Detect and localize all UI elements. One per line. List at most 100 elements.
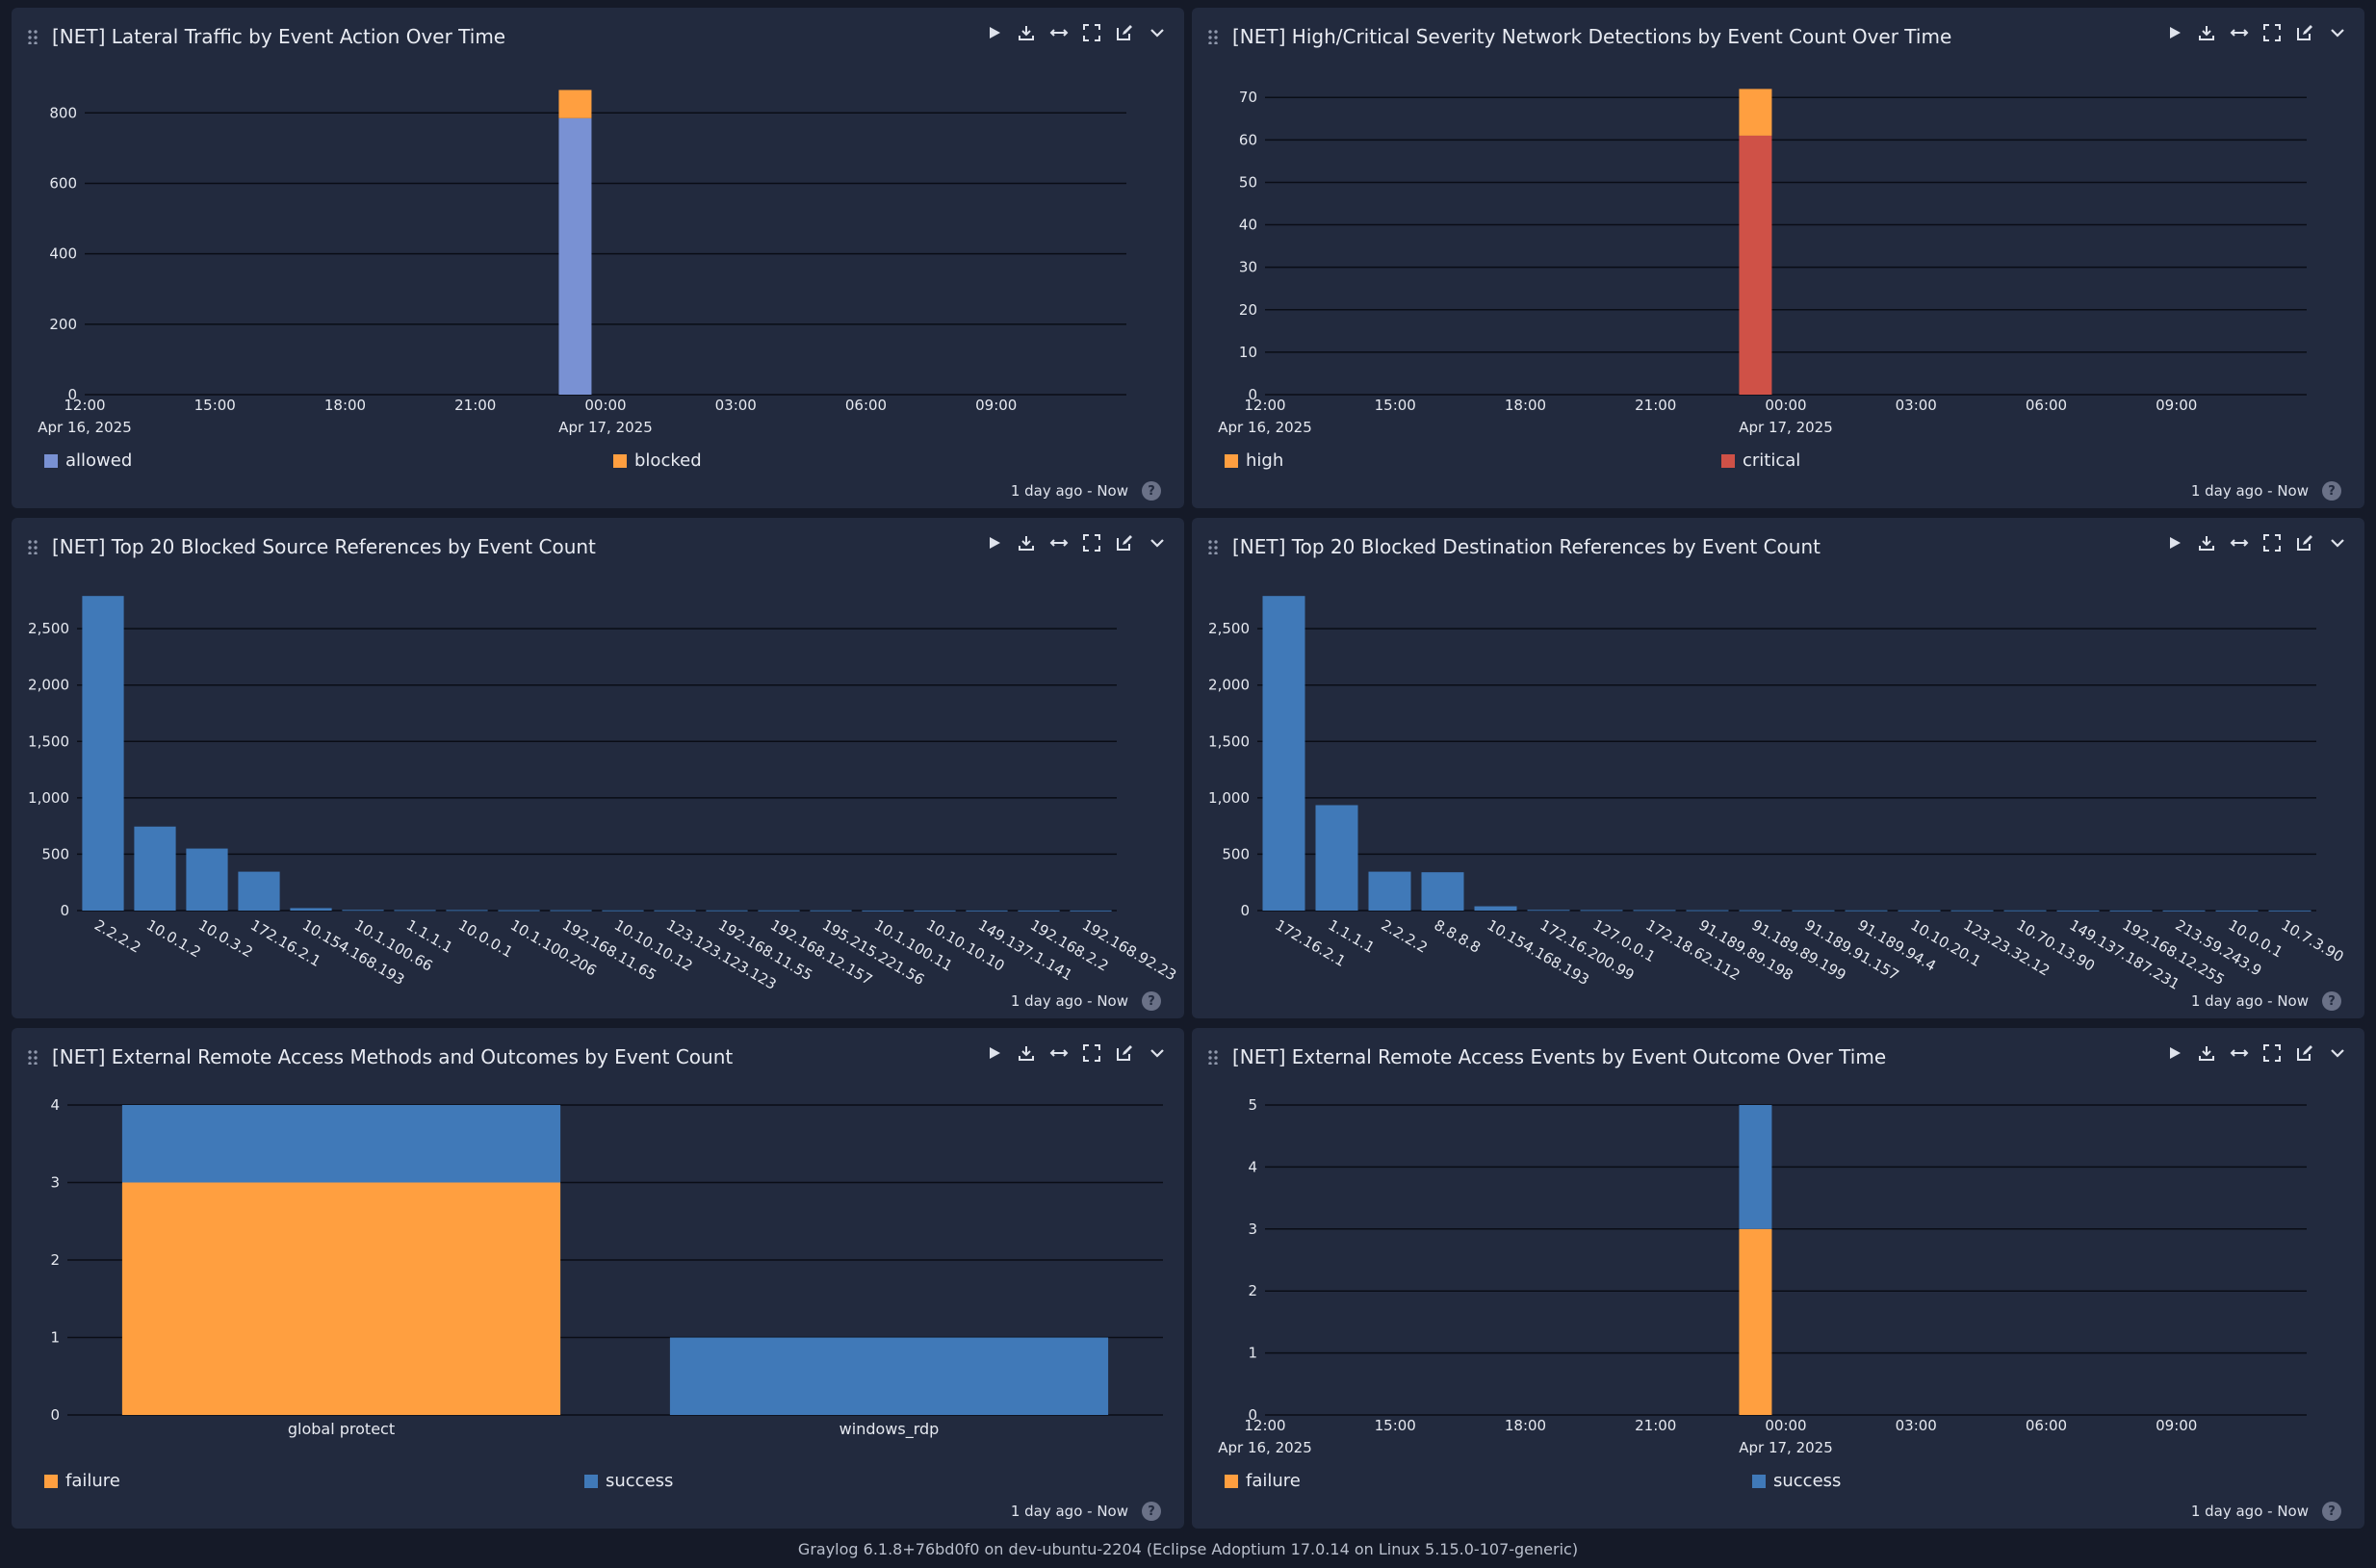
legend-item-success[interactable]: success xyxy=(584,1471,673,1491)
widget-timerange: 1 day ago - Now? xyxy=(1011,1502,1161,1521)
download-icon[interactable] xyxy=(2195,21,2218,44)
legend-swatch xyxy=(1225,453,1238,468)
y-tick-label: 0 xyxy=(1248,386,1257,403)
chevron-down-icon[interactable] xyxy=(2326,1041,2349,1065)
chart-legend: failure success xyxy=(1213,1471,2349,1494)
x-date-label: Apr 17, 2025 xyxy=(1739,1439,1833,1456)
chevron-down-icon[interactable] xyxy=(2326,21,2349,44)
chart-legend: high critical xyxy=(1213,450,2349,474)
help-icon[interactable]: ? xyxy=(2322,991,2341,1011)
x-tick-label: global protect xyxy=(288,1420,395,1438)
x-tick-label: 09:00 xyxy=(2156,397,2197,414)
drag-handle-icon[interactable] xyxy=(1207,1049,1219,1065)
legend-item-success[interactable]: success xyxy=(1752,1471,1841,1491)
bar-critical xyxy=(1739,135,1772,395)
legend-item-allowed[interactable]: allowed xyxy=(44,450,132,471)
play-icon[interactable] xyxy=(982,1041,1005,1065)
drag-handle-icon[interactable] xyxy=(1207,539,1219,554)
play-icon[interactable] xyxy=(2162,21,2185,44)
y-tick-label: 60 xyxy=(1239,131,1257,148)
help-icon[interactable]: ? xyxy=(1142,1502,1161,1521)
chevron-down-icon[interactable] xyxy=(1146,531,1169,554)
edit-icon[interactable] xyxy=(2293,531,2316,554)
fullscreen-icon[interactable] xyxy=(2260,21,2284,44)
widget-title: [NET] Top 20 Blocked Source References b… xyxy=(52,535,596,558)
widget-actions xyxy=(2162,531,2349,554)
widget-actions xyxy=(2162,1041,2349,1065)
bar xyxy=(1580,910,1623,912)
expand-width-icon[interactable] xyxy=(2228,531,2251,554)
y-tick-label: 1 xyxy=(1248,1345,1257,1362)
download-icon[interactable] xyxy=(2195,1041,2218,1065)
x-tick-label: 06:00 xyxy=(845,397,887,414)
x-tick-label: 21:00 xyxy=(1635,1417,1676,1434)
bar xyxy=(2162,910,2206,912)
bar xyxy=(1792,910,1835,912)
chevron-down-icon[interactable] xyxy=(2326,531,2349,554)
chevron-down-icon[interactable] xyxy=(1146,1041,1169,1065)
x-tick-label: 21:00 xyxy=(454,397,496,414)
legend-item-high[interactable]: high xyxy=(1225,450,1283,471)
download-icon[interactable] xyxy=(1015,531,1038,554)
help-icon[interactable]: ? xyxy=(1142,481,1161,501)
fullscreen-icon[interactable] xyxy=(1080,1041,1103,1065)
expand-width-icon[interactable] xyxy=(1047,531,1071,554)
expand-width-icon[interactable] xyxy=(1047,1041,1071,1065)
expand-width-icon[interactable] xyxy=(1047,21,1071,44)
download-icon[interactable] xyxy=(1015,21,1038,44)
fullscreen-icon[interactable] xyxy=(1080,21,1103,44)
play-icon[interactable] xyxy=(982,531,1005,554)
legend-item-failure[interactable]: failure xyxy=(1225,1471,1301,1491)
x-tick-label: 2.2.2.2 xyxy=(91,916,143,957)
y-tick-label: 2 xyxy=(1248,1282,1257,1299)
edit-icon[interactable] xyxy=(1113,21,1136,44)
expand-width-icon[interactable] xyxy=(2228,1041,2251,1065)
bar xyxy=(1950,910,1994,912)
play-icon[interactable] xyxy=(982,21,1005,44)
y-tick-label: 2,500 xyxy=(28,620,69,637)
expand-width-icon[interactable] xyxy=(2228,21,2251,44)
edit-icon[interactable] xyxy=(2293,21,2316,44)
x-date-label: Apr 17, 2025 xyxy=(558,419,653,436)
drag-handle-icon[interactable] xyxy=(27,1049,39,1065)
legend-item-failure[interactable]: failure xyxy=(44,1471,120,1491)
widget-title: [NET] Top 20 Blocked Destination Referen… xyxy=(1232,535,1821,558)
chevron-down-icon[interactable] xyxy=(1146,21,1169,44)
help-icon[interactable]: ? xyxy=(2322,1502,2341,1521)
widget-title: [NET] External Remote Access Events by E… xyxy=(1232,1045,1887,1068)
bar-success xyxy=(669,1337,1109,1415)
bar xyxy=(1070,910,1112,912)
edit-icon[interactable] xyxy=(1113,1041,1136,1065)
x-tick-label: 18:00 xyxy=(1505,397,1546,414)
x-tick-label: 09:00 xyxy=(2156,1417,2197,1434)
download-icon[interactable] xyxy=(1015,1041,1038,1065)
download-icon[interactable] xyxy=(2195,531,2218,554)
fullscreen-icon[interactable] xyxy=(2260,1041,2284,1065)
bar xyxy=(1315,805,1358,911)
edit-icon[interactable] xyxy=(2293,1041,2316,1065)
drag-handle-icon[interactable] xyxy=(1207,29,1219,44)
y-tick-label: 50 xyxy=(1239,173,1257,191)
x-tick-label: 2.2.2.2 xyxy=(1379,916,1431,957)
legend-item-critical[interactable]: critical xyxy=(1721,450,1800,471)
edit-icon[interactable] xyxy=(1113,531,1136,554)
fullscreen-icon[interactable] xyxy=(1080,531,1103,554)
bar xyxy=(1898,910,1941,912)
y-tick-label: 2 xyxy=(50,1251,60,1269)
play-icon[interactable] xyxy=(2162,531,2185,554)
bar-success xyxy=(121,1105,561,1183)
play-icon[interactable] xyxy=(2162,1041,2185,1065)
bar xyxy=(1845,910,1888,912)
drag-handle-icon[interactable] xyxy=(27,29,39,44)
x-tick-label: 15:00 xyxy=(194,397,236,414)
x-tick-label: 18:00 xyxy=(324,397,366,414)
legend-item-blocked[interactable]: blocked xyxy=(613,450,702,471)
widget-blocked-destinations: [NET] Top 20 Blocked Destination Referen… xyxy=(1192,518,2364,1018)
widget-actions xyxy=(982,531,1169,554)
legend-swatch xyxy=(1752,1474,1766,1488)
drag-handle-icon[interactable] xyxy=(27,539,39,554)
help-icon[interactable]: ? xyxy=(1142,991,1161,1011)
help-icon[interactable]: ? xyxy=(2322,481,2341,501)
fullscreen-icon[interactable] xyxy=(2260,531,2284,554)
